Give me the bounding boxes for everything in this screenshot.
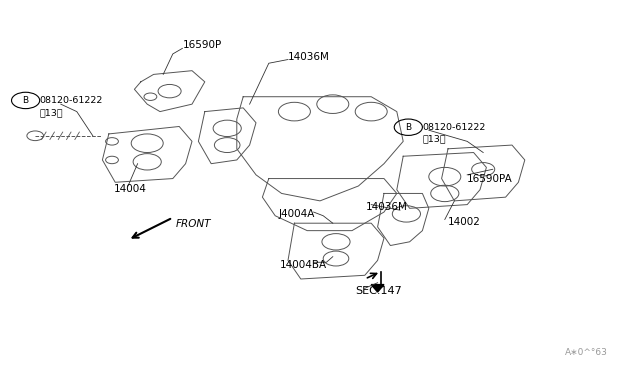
Text: 14004BA: 14004BA — [280, 260, 327, 270]
Text: 16590P: 16590P — [182, 41, 221, 50]
Text: 〓13〕: 〓13〕 — [40, 108, 63, 117]
Text: B: B — [22, 96, 29, 105]
Text: 14036M: 14036M — [288, 52, 330, 61]
Text: FRONT: FRONT — [176, 219, 211, 229]
Text: SEC.147: SEC.147 — [355, 286, 402, 296]
Text: 16590PA: 16590PA — [467, 174, 513, 183]
Text: 〓13〕: 〓13〕 — [422, 135, 446, 144]
Text: J4004A: J4004A — [278, 209, 315, 219]
Text: 08120-61222: 08120-61222 — [422, 123, 486, 132]
Text: A∗0^°63: A∗0^°63 — [565, 348, 608, 357]
Text: B: B — [405, 123, 412, 132]
Text: 14004: 14004 — [114, 184, 147, 194]
Text: 14002: 14002 — [448, 217, 481, 227]
Text: 14036M: 14036M — [366, 202, 408, 212]
Polygon shape — [371, 285, 384, 292]
Text: 08120-61222: 08120-61222 — [40, 96, 103, 105]
